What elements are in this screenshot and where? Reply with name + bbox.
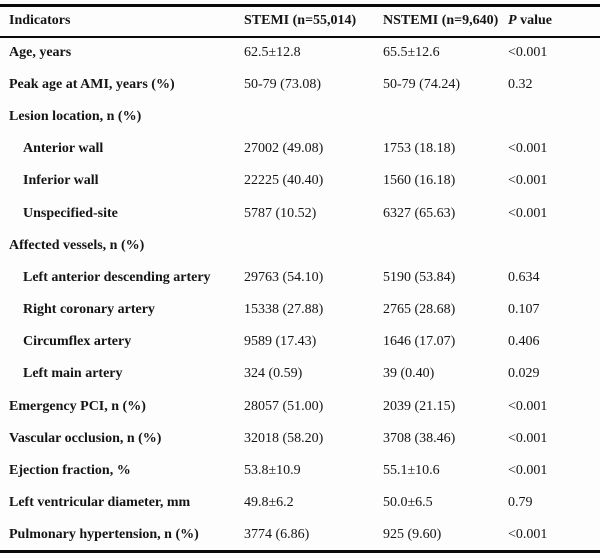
pvalue-cell: <0.001 [508, 141, 548, 157]
table-row: Circumflex artery 9589 (17.43) 1646 (17.… [0, 326, 600, 358]
table-row: Ejection fraction, % 53.8±10.9 55.1±10.6… [0, 455, 600, 487]
table-row: Affected vessels, n (%) [0, 230, 600, 262]
indicator-cell: Left anterior descending artery [23, 269, 211, 285]
stemi-value-cell: 3774 (6.86) [244, 526, 310, 542]
stemi-value-cell: 49.8±6.2 [244, 495, 294, 511]
p-value-italic-p: P [508, 13, 517, 29]
indicator-cell: Inferior wall [23, 173, 99, 189]
pvalue-cell: 0.406 [508, 334, 540, 350]
nstemi-value-cell: 65.5±12.6 [383, 45, 440, 61]
nstemi-value-cell [383, 101, 508, 133]
nstemi-value-cell: 925 (9.60) [383, 526, 442, 542]
stemi-value-cell: 32018 (58.20) [244, 430, 324, 446]
pvalue-cell: 0.79 [508, 495, 533, 511]
indicator-cell: Unspecified-site [23, 205, 118, 221]
table-row: Right coronary artery 15338 (27.88) 2765… [0, 294, 600, 326]
pvalue-cell: <0.001 [508, 526, 548, 542]
indicator-cell: Lesion location, n (%) [9, 108, 142, 124]
indicator-cell: Vascular occlusion, n (%) [9, 430, 162, 446]
nstemi-value-cell: 39 (0.40) [383, 366, 435, 382]
table-row: Left ventricular diameter, mm 49.8±6.2 5… [0, 487, 600, 519]
table-row: Left anterior descending artery 29763 (5… [0, 262, 600, 294]
table-row: Lesion location, n (%) [0, 101, 600, 133]
table-row: Emergency PCI, n (%) 28057 (51.00) 2039 … [0, 391, 600, 423]
table-row: Unspecified-site 5787 (10.52) 6327 (65.6… [0, 197, 600, 229]
stemi-value-cell: 5787 (10.52) [244, 205, 317, 221]
nstemi-value-cell: 55.1±10.6 [383, 463, 440, 479]
indicator-cell: Left main artery [23, 366, 123, 382]
stemi-value-cell: 62.5±12.8 [244, 45, 301, 61]
stemi-value-cell: 50-79 (73.08) [244, 76, 321, 92]
indicator-cell: Peak age at AMI, years (%) [9, 76, 175, 92]
nstemi-value-cell: 50.0±6.5 [383, 495, 433, 511]
indicator-cell: Affected vessels, n (%) [9, 237, 145, 253]
indicator-cell: Emergency PCI, n (%) [9, 398, 146, 414]
nstemi-value-cell: 6327 (65.63) [383, 205, 456, 221]
col-header-stemi: STEMI (n=55,014) [244, 13, 357, 29]
stemi-value-cell [244, 101, 383, 133]
pvalue-cell [508, 101, 600, 133]
nstemi-value-cell: 3708 (38.46) [383, 430, 456, 446]
pvalue-cell: 0.32 [508, 76, 533, 92]
pvalue-cell [508, 230, 600, 262]
header-row: Indicators STEMI (n=55,014) NSTEMI (n=9,… [0, 6, 600, 37]
nstemi-value-cell: 50-79 (74.24) [383, 76, 460, 92]
indicator-cell: Circumflex artery [23, 334, 132, 350]
pvalue-cell: <0.001 [508, 205, 548, 221]
pvalue-cell: <0.001 [508, 463, 548, 479]
table-row: Pulmonary hypertension, n (%) 3774 (6.86… [0, 519, 600, 551]
table-row: Vascular occlusion, n (%) 32018 (58.20) … [0, 423, 600, 455]
pvalue-cell: 0.029 [508, 366, 540, 382]
nstemi-value-cell: 1753 (18.18) [383, 141, 456, 157]
table-row: Peak age at AMI, years (%) 50-79 (73.08)… [0, 69, 600, 101]
stemi-nstemi-comparison-table: Indicators STEMI (n=55,014) NSTEMI (n=9,… [0, 4, 600, 553]
pvalue-cell: <0.001 [508, 398, 548, 414]
table-row: Anterior wall 27002 (49.08) 1753 (18.18)… [0, 133, 600, 165]
col-header-pvalue: P value [508, 6, 600, 37]
stemi-value-cell: 15338 (27.88) [244, 302, 324, 318]
indicator-cell: Right coronary artery [23, 302, 155, 318]
table-row: Inferior wall 22225 (40.40) 1560 (16.18)… [0, 165, 600, 197]
nstemi-value-cell [383, 230, 508, 262]
table-row: Age, years 62.5±12.8 65.5±12.6 <0.001 [0, 37, 600, 69]
nstemi-value-cell: 2039 (21.15) [383, 398, 456, 414]
stemi-value-cell: 53.8±10.9 [244, 463, 301, 479]
col-header-indicators: Indicators [9, 13, 71, 29]
nstemi-value-cell: 1646 (17.07) [383, 334, 456, 350]
stemi-value-cell: 22225 (40.40) [244, 173, 324, 189]
pvalue-cell: 0.107 [508, 302, 540, 318]
indicator-cell: Age, years [9, 45, 72, 61]
pvalue-cell: 0.634 [508, 269, 540, 285]
indicator-cell: Ejection fraction, % [9, 463, 131, 479]
pvalue-cell: <0.001 [508, 173, 548, 189]
stemi-value-cell: 324 (0.59) [244, 366, 303, 382]
pvalue-cell: <0.001 [508, 45, 548, 61]
nstemi-value-cell: 2765 (28.68) [383, 302, 456, 318]
table-row: Left main artery 324 (0.59) 39 (0.40) 0.… [0, 358, 600, 390]
stemi-value-cell: 9589 (17.43) [244, 334, 317, 350]
indicator-cell: Anterior wall [23, 141, 104, 157]
nstemi-value-cell: 5190 (53.84) [383, 269, 456, 285]
stemi-value-cell: 28057 (51.00) [244, 398, 324, 414]
col-header-nstemi: NSTEMI (n=9,640) [383, 13, 499, 29]
pvalue-cell: <0.001 [508, 430, 548, 446]
stemi-value-cell: 29763 (54.10) [244, 269, 324, 285]
stemi-value-cell [244, 230, 383, 262]
indicator-cell: Left ventricular diameter, mm [9, 495, 191, 511]
nstemi-value-cell: 1560 (16.18) [383, 173, 456, 189]
p-value-label-rest: value [516, 13, 552, 29]
stemi-value-cell: 27002 (49.08) [244, 141, 324, 157]
indicator-cell: Pulmonary hypertension, n (%) [9, 526, 199, 542]
